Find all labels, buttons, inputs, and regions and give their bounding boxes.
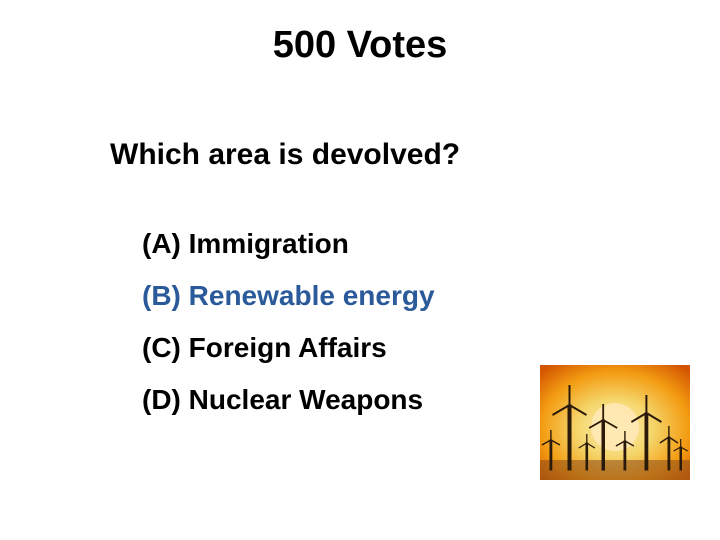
option-d-label: (D) Nuclear Weapons: [142, 384, 423, 415]
option-b-label: (B) Renewable energy: [142, 280, 435, 311]
quiz-question: Which area is devolved?: [110, 138, 460, 172]
option-c[interactable]: (C) Foreign Affairs: [142, 332, 435, 364]
option-c-label: (C) Foreign Affairs: [142, 332, 387, 363]
option-d[interactable]: (D) Nuclear Weapons: [142, 384, 435, 416]
option-a[interactable]: (A) Immigration: [142, 228, 435, 260]
options-list: (A) Immigration (B) Renewable energy (C)…: [142, 228, 435, 436]
option-a-label: (A) Immigration: [142, 228, 349, 259]
page-title: 500 Votes: [0, 24, 720, 67]
option-b[interactable]: (B) Renewable energy: [142, 280, 435, 312]
windturbine-illustration: [540, 365, 690, 480]
